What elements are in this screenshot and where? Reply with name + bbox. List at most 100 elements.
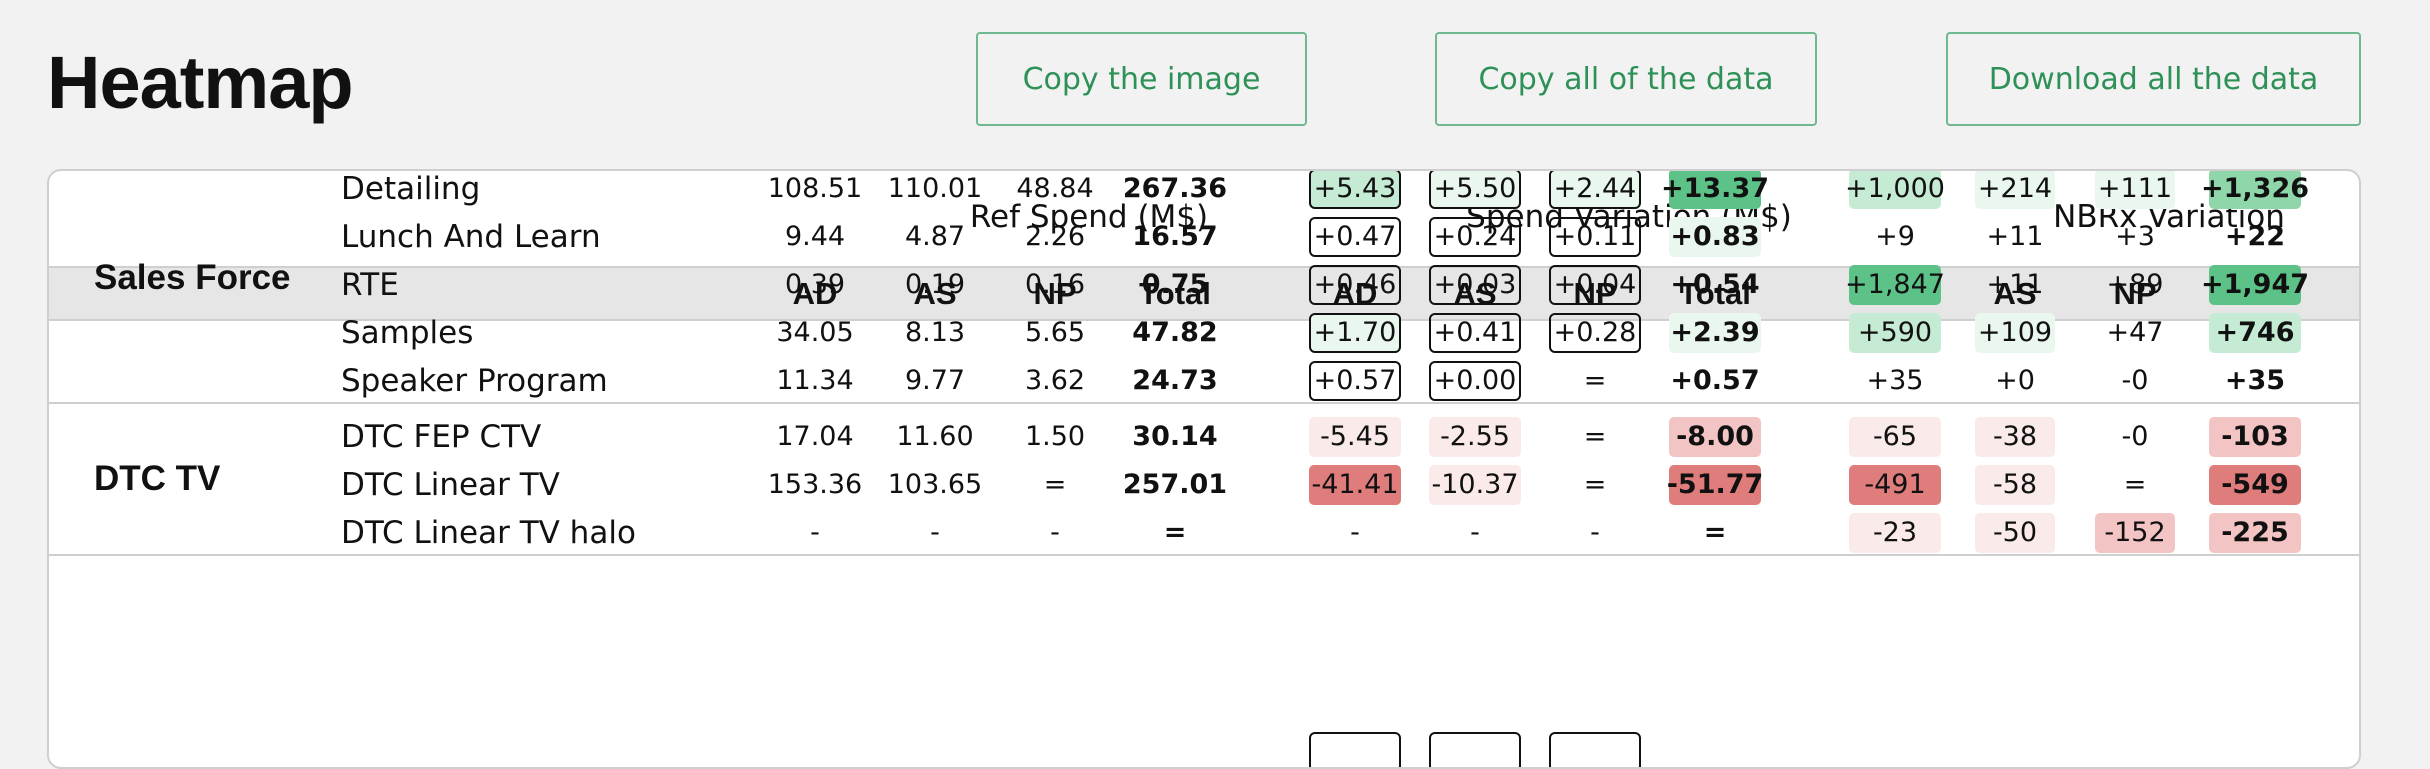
table-cell-spend-total: +0.54	[1670, 269, 1760, 300]
table-cell-nbrx-as: -50	[1975, 513, 2055, 553]
table-cell-ref-ad: 11.34	[776, 365, 854, 396]
table-cell-nbrx-np: +111	[2095, 171, 2175, 209]
table-cell-spend-as: +5.50	[1429, 171, 1521, 209]
table-cell-spend-ad: +0.47	[1309, 217, 1401, 257]
table-cell-spend-total: -51.77	[1667, 465, 1763, 505]
table-cell-nbrx-ad: +590	[1849, 313, 1941, 353]
table-cell-ref-total: 16.57	[1132, 221, 1218, 252]
row-label: Detailing	[341, 171, 481, 207]
table-cell-spend-as: +0.41	[1429, 313, 1521, 353]
table-cell-ref-as: 110.01	[887, 173, 983, 204]
table-cell-spend-total: +0.83	[1669, 217, 1761, 257]
table-cell-nbrx-ad: -491	[1849, 465, 1941, 505]
row-label: DTC Linear TV	[341, 467, 560, 503]
copy-image-button[interactable]: Copy the image	[976, 32, 1307, 126]
column-header-spend-as: AS	[1453, 276, 1497, 311]
table-cell-nbrx-total: +1,947	[2201, 265, 2309, 305]
table-cell-ref-total: 267.36	[1122, 173, 1228, 204]
table-cell-nbrx-as: -38	[1975, 417, 2055, 457]
table-cell-ref-total: =	[1163, 517, 1187, 548]
group-label: Sales Force	[94, 258, 291, 297]
table-cell-ref-ad: 153.36	[767, 469, 863, 500]
table-cell-nbrx-np: -0	[2121, 365, 2149, 396]
table-cell-spend-ad: +5.43	[1309, 171, 1401, 209]
table-cell-spend-total: +0.57	[1670, 365, 1760, 396]
table-cell-ref-ad: 34.05	[776, 317, 854, 348]
table-cell-nbrx-ad: +1,000	[1845, 171, 1945, 209]
table-cell-nbrx-ad: +9	[1875, 221, 1915, 252]
table-cell-nbrx-np: +47	[2106, 317, 2164, 348]
column-header-ref-np: NP	[1033, 276, 1077, 311]
column-header-nbrx-as: AS	[1993, 276, 2037, 311]
table-cell-spend-total: -8.00	[1669, 417, 1761, 457]
table-cell-spend-ad: +0.46	[1309, 265, 1401, 305]
table-cell-ref-ad: 108.51	[767, 173, 863, 204]
table-cell-nbrx-as: -58	[1975, 465, 2055, 505]
column-header-spend-ad: AD	[1332, 276, 1378, 311]
table-cell-spend-as: +0.24	[1429, 217, 1521, 257]
table-cell-ref-np: -	[1050, 517, 1060, 548]
table-cell-nbrx-np: +3	[2115, 221, 2155, 252]
table-cell-ref-np: 2.26	[1024, 221, 1086, 252]
column-header-bar	[49, 266, 2359, 321]
table-cell-spend-ad: -5.45	[1309, 417, 1401, 457]
table-cell-spend-ad: -41.41	[1309, 465, 1401, 505]
table-cell-nbrx-ad: +1,847	[1845, 265, 1945, 305]
table-cell-ref-ad: -	[810, 517, 820, 548]
table-cell-spend-as: +0.00	[1429, 361, 1521, 401]
group-separator	[49, 402, 2359, 404]
table-cell-nbrx-total: +35	[2224, 365, 2286, 396]
table-cell-nbrx-total: -103	[2209, 417, 2301, 457]
table-cell-nbrx-as: +214	[1975, 171, 2055, 209]
table-cell-spend-np: -	[1590, 517, 1600, 548]
table-cell-ref-ad: 17.04	[776, 421, 854, 452]
row-label: Lunch And Learn	[341, 219, 601, 255]
table-cell-ref-as: 103.65	[887, 469, 983, 500]
table-cell-ref-as: 11.60	[896, 421, 974, 452]
table-cell-ref-ad: 9.44	[784, 221, 846, 252]
table-cell-ref-np: 1.50	[1024, 421, 1086, 452]
table-cell-ref-as: 8.13	[904, 317, 966, 348]
heatmap-table: Ref Spend (M$) Spend Variation (M$) NBRx…	[47, 169, 2361, 769]
table-cell-ref-np: 3.62	[1024, 365, 1086, 396]
table-cell-spend-np: +2.44	[1549, 171, 1641, 209]
table-cell-nbrx-np: =	[2123, 469, 2147, 500]
table-cell-spend-as: -10.37	[1429, 465, 1521, 505]
table-cell-ref-total: 0.75	[1141, 269, 1209, 300]
table-cell-ref-np: =	[1043, 469, 1067, 500]
table-cell-nbrx-as: +0	[1995, 365, 2035, 396]
row-label: DTC FEP CTV	[341, 419, 542, 455]
row-label: RTE	[341, 267, 399, 303]
table-cell-spend-as: -	[1470, 517, 1480, 548]
table-cell-nbrx-total: +1,326	[2201, 171, 2309, 209]
table-cell-nbrx-ad: -65	[1849, 417, 1941, 457]
table-cell-ref-np: 48.84	[1016, 173, 1094, 204]
table-cell-spend-total: +2.39	[1669, 313, 1761, 353]
table-cell-nbrx-np: -152	[2095, 513, 2175, 553]
table-cell-ref-ad: 0.39	[784, 269, 846, 300]
group-header-ref-spend: Ref Spend (M$)	[969, 199, 1209, 235]
copy-all-data-button[interactable]: Copy all of the data	[1435, 32, 1817, 126]
row-label: Speaker Program	[341, 363, 608, 399]
table-cell-nbrx-as: +11	[1986, 221, 2044, 252]
column-header-nbrx-np: NP	[2113, 276, 2157, 311]
table-cell-nbrx-np: +89	[2106, 269, 2164, 300]
table-cell-spend-np: =	[1583, 469, 1607, 500]
table-cell-ref-np: 5.65	[1024, 317, 1086, 348]
table-cell-ref-total: 257.01	[1122, 469, 1228, 500]
table-cell-spend-np: +0.04	[1549, 265, 1641, 305]
column-header-ref-total: Total	[1139, 276, 1211, 311]
table-cell-nbrx-ad: -23	[1849, 513, 1941, 553]
table-cell-ref-total: 24.73	[1132, 365, 1218, 396]
group-label: DTC TV	[94, 459, 221, 498]
page-title: Heatmap	[47, 41, 354, 124]
table-cell-spend-as: -2.55	[1429, 417, 1521, 457]
download-all-data-button[interactable]: Download all the data	[1946, 32, 2361, 126]
table-cell-ref-np: 0.16	[1024, 269, 1086, 300]
table-cell-spend-total: +13.37	[1661, 171, 1769, 209]
table-cell-spend-as: +0.03	[1429, 265, 1521, 305]
table-cell-nbrx-as: +11	[1986, 269, 2044, 300]
table-cell-spend-np: +0.11	[1549, 217, 1641, 257]
column-header-ref-ad: AD	[792, 276, 838, 311]
table-cell-spend-ad: +1.70	[1309, 313, 1401, 353]
